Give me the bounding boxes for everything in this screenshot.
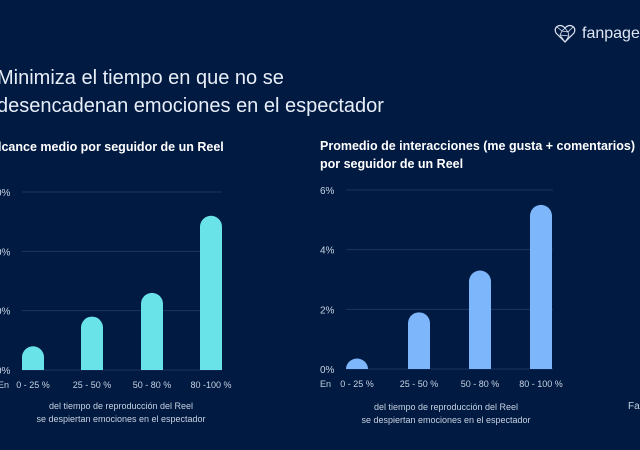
page-title: Minimiza el tiempo en que no se desencad… [0,64,384,120]
fanpage-logo: fanpage [554,24,640,44]
y-tick-label: 0% [0,247,11,258]
y-tick-label: 4% [320,246,335,257]
right-chart-title: Promedio de interacciones (me gusta + co… [320,137,635,173]
left-xlabel-2: se despiertan emociones en el espectador [36,414,206,424]
bar [408,312,430,369]
y-tick-label: 0% [0,366,11,377]
x-prefix-label: En [320,379,331,389]
x-tick-label: 80 - 100 % [519,379,563,389]
right-xlabel: del tiempo de reproducción del Reel se d… [346,401,546,427]
title-line-2: desencadenan emociones en el espectador [0,95,384,117]
title-line-1: Minimiza el tiempo en que no se [0,67,284,89]
y-tick-label: 0% [0,307,11,318]
y-tick-label: 6% [320,186,335,197]
bar [141,292,163,370]
x-tick-label: 0 - 25 % [340,379,374,389]
x-tick-label: 50 - 80 % [133,380,172,390]
y-tick-label: 0% [320,365,335,376]
bar [22,346,44,370]
bar [530,204,552,369]
bar [81,316,103,370]
bar [346,358,368,369]
y-tick-label: 2% [320,305,335,316]
bar [200,215,222,370]
left-chart-title: lcance medio por seguidor de un Reel [0,140,224,154]
x-prefix-label: En [0,380,9,390]
left-chart: 0% 0% 0% 0% 0 - 25 % 25 - 50 % 50 - 80 % 80 -10… [0,188,232,390]
x-tick-label: 50 - 80 % [461,379,500,389]
left-xlabel-1: del tiempo de reproducción del Reel [48,401,194,411]
logo-text: fanpage [582,25,640,42]
x-tick-label: 25 - 50 % [73,380,112,390]
x-tick-label: 80 -100 % [190,380,231,390]
right-xlabel-1: del tiempo de reproducción del Reel [373,402,519,412]
right-title-line-1: Promedio de interacciones (me gusta + co… [320,139,636,153]
heart-network-icon [554,24,576,43]
x-tick-label: 0 - 25 % [16,380,50,390]
source-label: Fa [628,401,640,412]
left-xlabel: del tiempo de reproducción del Reel se d… [21,400,221,426]
bar [469,270,491,369]
right-chart: 0% 2% 4% 6% 0 - 25 % 25 - 50 % 50 - 80 % 80 - 1… [320,186,563,389]
right-xlabel-2: se despiertan emociones en el espectador [361,415,531,425]
y-tick-label: 0% [0,188,11,199]
x-tick-label: 25 - 50 % [400,379,439,389]
right-title-line-2: por seguidor de un Reel [320,157,464,171]
